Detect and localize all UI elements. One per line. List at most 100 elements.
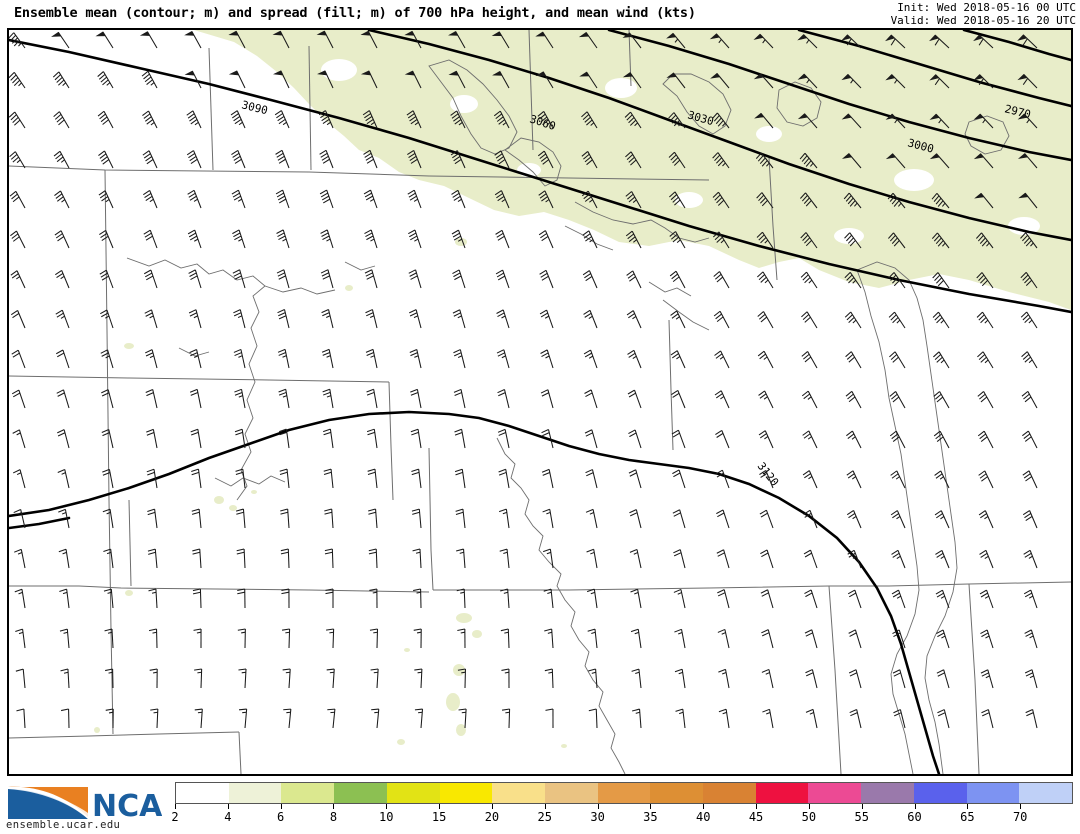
wind-barb — [669, 270, 686, 289]
wind-barb — [762, 708, 774, 729]
wind-barb — [803, 509, 818, 529]
wind-barb — [844, 232, 862, 249]
wind-barb — [494, 190, 510, 209]
wind-barb — [892, 629, 906, 649]
wind-barb — [239, 708, 248, 729]
wind-barb — [587, 628, 598, 649]
wind-barb — [1017, 153, 1038, 169]
wind-barb — [758, 390, 774, 409]
wind-barb — [844, 271, 862, 289]
colorbar-tick — [650, 804, 652, 809]
wind-barb — [934, 510, 950, 529]
wind-barb — [500, 588, 510, 609]
wind-barb — [189, 349, 202, 369]
wind-barb — [933, 391, 950, 409]
ncar-url-label[interactable]: ensemble.ucar.edu — [6, 819, 121, 831]
wind-barb — [275, 189, 290, 209]
wind-barb — [713, 271, 730, 289]
wind-barb — [325, 588, 334, 608]
colorbar-segment — [861, 783, 914, 803]
wind-barb — [713, 310, 730, 329]
colorbar-segment — [492, 783, 545, 803]
colorbar-segment — [386, 783, 440, 803]
wind-barb — [629, 509, 642, 529]
wind-barb — [844, 311, 862, 329]
colorbar[interactable]: 2 4 6 8 10 15 20 25 30 35 40 45 50 55 60 65 70 — [171, 782, 1073, 830]
wind-barb — [366, 388, 378, 409]
wind-barb — [709, 33, 730, 49]
wind-barb — [60, 668, 70, 689]
wind-barb — [95, 31, 114, 49]
wind-barb — [757, 350, 774, 369]
wind-barb — [715, 429, 730, 449]
wind-barb — [935, 589, 950, 609]
colorbar-segment — [966, 783, 1020, 803]
wind-barb — [668, 151, 686, 169]
wind-barb — [540, 349, 554, 369]
wind-barb — [318, 110, 334, 129]
wind-barb — [885, 113, 906, 129]
colorbar-segment — [176, 783, 229, 803]
wind-barb — [666, 32, 686, 49]
wind-barb — [11, 389, 26, 409]
wind-barb — [753, 73, 774, 89]
wind-barb — [148, 628, 158, 649]
wind-barb — [931, 232, 950, 249]
init-time-label: Init: Wed 2018-05-16 00 UTC — [897, 1, 1076, 14]
wind-barb — [276, 269, 290, 289]
colorbar-tick — [175, 804, 176, 809]
wind-barb — [414, 668, 423, 689]
wind-barb — [105, 668, 114, 689]
colorbar-tick-label: 30 — [590, 810, 605, 824]
wind-barb — [1017, 73, 1038, 89]
wind-barb — [324, 548, 334, 569]
wind-barb — [501, 708, 511, 729]
wind-barb — [14, 588, 26, 609]
wind-barb — [360, 70, 378, 89]
wind-barb — [753, 33, 774, 49]
wind-barb — [801, 351, 818, 369]
map-panel[interactable]: 3090 3060 3030 3000 2970 3120 — [7, 28, 1073, 776]
wind-barb — [973, 153, 994, 169]
wind-barb — [669, 191, 686, 209]
wind-barb — [848, 669, 862, 689]
wind-barb — [672, 469, 686, 489]
wind-barb — [143, 229, 158, 249]
wind-barb — [184, 30, 202, 49]
colorbar-tick — [544, 804, 546, 809]
wind-barb — [322, 388, 334, 409]
wind-barb — [278, 428, 290, 449]
wind-barb — [802, 430, 818, 449]
wind-barb — [56, 389, 70, 409]
contour-label-3090: 3090 — [240, 98, 269, 117]
wind-barb — [10, 270, 26, 289]
wind-barb — [627, 349, 642, 369]
wind-barb — [887, 232, 906, 249]
wind-barb — [932, 272, 950, 289]
wind-barb — [194, 708, 203, 729]
wind-barb — [9, 111, 26, 129]
wind-barb — [976, 311, 994, 329]
wind-barb — [141, 70, 158, 89]
wind-barb — [453, 349, 466, 369]
wind-barb — [275, 149, 290, 169]
colorbar-tick-label: 60 — [907, 810, 922, 824]
ncar-logo[interactable]: NCAR — [4, 779, 162, 831]
wind-barb — [97, 71, 114, 89]
wind-barb — [454, 468, 466, 489]
wind-barb — [674, 628, 686, 649]
wind-barb — [976, 272, 994, 289]
wind-barb — [277, 309, 290, 329]
wind-barb — [1023, 549, 1038, 569]
wind-barb — [588, 708, 598, 729]
wind-barb — [539, 269, 554, 289]
wind-barb — [979, 589, 994, 609]
spread-fill-layer — [94, 30, 1071, 748]
wind-barb — [58, 508, 70, 529]
wind-barb — [710, 72, 730, 89]
weather-map-svg[interactable]: 3090 3060 3030 3000 2970 3120 — [9, 30, 1071, 774]
wind-barb — [761, 629, 774, 649]
wind-barb — [799, 152, 818, 169]
wind-barb — [452, 309, 466, 329]
wind-barb — [190, 428, 202, 449]
